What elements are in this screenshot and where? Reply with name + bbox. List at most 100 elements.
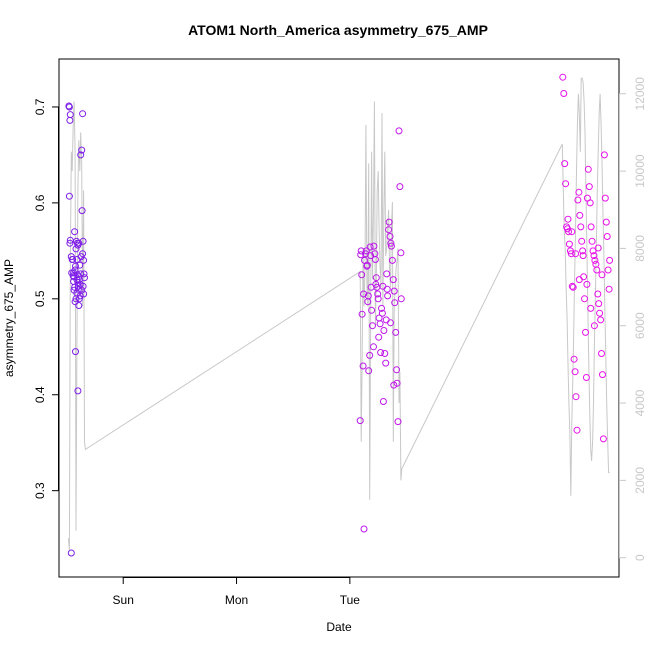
data-point	[602, 218, 610, 226]
data-point	[568, 228, 576, 236]
data-point	[356, 417, 364, 425]
data-point	[360, 290, 368, 298]
data-point	[77, 151, 85, 159]
data-point	[574, 196, 582, 204]
y-tick-label: 0.6	[33, 194, 47, 211]
data-point	[372, 274, 380, 282]
data-point	[595, 300, 603, 308]
data-point	[385, 226, 393, 234]
data-point	[606, 256, 614, 264]
data-point	[72, 348, 79, 356]
y2-tick-label: 6000	[633, 312, 647, 339]
data-point	[370, 343, 377, 351]
y-tick-label: 0.4	[33, 386, 47, 403]
x-tick-label: Sun	[113, 593, 134, 607]
y-tick-label: 0.3	[33, 482, 47, 499]
data-point	[586, 199, 594, 207]
data-point	[590, 252, 598, 260]
data-point	[386, 233, 394, 240]
data-point	[365, 367, 373, 375]
x-axis-label: Date	[326, 620, 352, 634]
y-axis-label: asymmetry_675_AMP	[2, 259, 16, 377]
data-point	[397, 295, 405, 303]
data-point	[71, 228, 79, 236]
data-point	[388, 256, 396, 264]
data-point	[65, 192, 73, 200]
data-point	[565, 228, 572, 236]
data-point	[397, 249, 405, 257]
data-point	[374, 295, 382, 303]
data-point	[390, 381, 398, 389]
count-series-line	[67, 77, 610, 550]
data-point	[579, 252, 587, 260]
data-point	[78, 207, 86, 215]
data-point	[591, 256, 599, 264]
data-point	[577, 223, 585, 231]
y2-tick-label: 10000	[633, 154, 647, 188]
data-point	[380, 327, 388, 334]
data-point	[564, 215, 572, 223]
data-point	[383, 285, 391, 293]
data-point	[389, 276, 397, 284]
data-point	[596, 309, 604, 317]
chart-title: ATOM1 North_America asymmetry_675_AMP	[188, 22, 488, 38]
data-point	[597, 316, 605, 324]
data-point	[580, 273, 588, 281]
data-point	[376, 320, 384, 328]
data-point	[576, 211, 584, 219]
data-point	[567, 250, 575, 258]
data-point	[575, 276, 583, 284]
y2-axis: 0 2000 4000 6000 8000 10000 12000	[619, 77, 647, 561]
data-point	[599, 371, 606, 379]
data-point	[570, 355, 578, 363]
data-point	[590, 322, 598, 330]
data-point	[75, 302, 83, 309]
data-point	[587, 223, 595, 231]
data-point	[378, 304, 385, 312]
data-point	[559, 73, 567, 81]
data-point	[387, 242, 395, 250]
data-point	[72, 262, 79, 270]
data-point	[77, 253, 85, 261]
data-point	[378, 309, 386, 317]
data-point	[363, 261, 371, 269]
plot-area	[65, 73, 614, 557]
data-point	[375, 333, 383, 341]
data-point	[81, 274, 88, 282]
data-point	[562, 180, 570, 188]
data-point	[379, 398, 387, 405]
data-point	[367, 252, 375, 260]
data-point	[385, 218, 393, 226]
data-point	[71, 283, 79, 291]
data-point	[566, 247, 574, 255]
data-point	[589, 247, 597, 255]
x-axis: Sun Mon Tue	[113, 577, 361, 607]
data-point	[72, 295, 80, 303]
y-tick-label: 0.5	[33, 290, 47, 307]
x-tick-label: Tue	[340, 593, 361, 607]
data-point	[366, 351, 374, 359]
y2-tick-label: 4000	[633, 389, 647, 416]
y-axis: 0.3 0.4 0.5 0.6 0.7	[33, 98, 59, 499]
data-point	[578, 237, 586, 245]
data-point	[374, 290, 382, 298]
y2-tick-label: 12000	[633, 77, 647, 111]
y-tick-label: 0.7	[33, 98, 47, 115]
data-point	[585, 183, 593, 191]
data-point	[582, 374, 590, 381]
data-point	[79, 237, 87, 245]
data-point	[605, 285, 613, 293]
y2-tick-label: 2000	[633, 467, 647, 494]
data-point	[384, 292, 392, 300]
data-point	[560, 90, 568, 97]
data-point	[368, 306, 376, 314]
data-point	[573, 426, 581, 434]
data-point	[70, 269, 78, 277]
data-point	[75, 239, 83, 247]
data-point	[80, 290, 88, 298]
data-point	[568, 282, 576, 290]
data-point	[387, 239, 395, 247]
data-point	[66, 111, 74, 119]
data-point	[382, 316, 390, 324]
